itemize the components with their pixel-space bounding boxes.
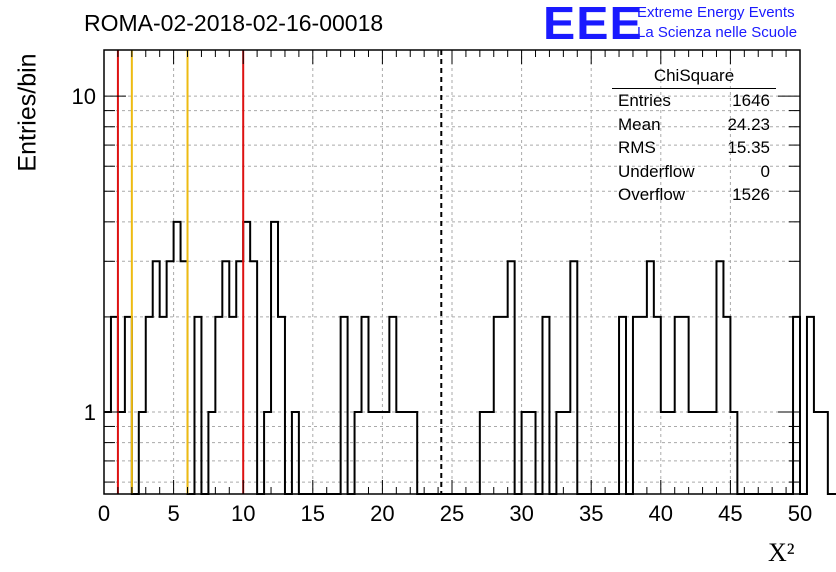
x-tick-label: 45 [718, 501, 742, 526]
y-tick-label: 10 [72, 84, 96, 109]
x-tick-label: 35 [579, 501, 603, 526]
stats-value: 1646 [732, 91, 770, 110]
stats-value: 15.35 [727, 138, 770, 157]
stats-row: Mean 24.23 [612, 113, 776, 137]
x-tick-label: 50 [788, 501, 812, 526]
y-axis-label: Entries/bin [13, 53, 42, 172]
stats-label: Entries [618, 91, 671, 110]
x-tick-label: 30 [509, 501, 533, 526]
stats-title: ChiSquare [612, 64, 776, 89]
histogram-line [104, 220, 836, 495]
x-axis-label: X² [768, 538, 795, 567]
x-tick-label: 25 [440, 501, 464, 526]
stats-label: Overflow [618, 185, 686, 204]
logo-line-1: Extreme Energy Events [637, 4, 795, 21]
x-tick-label: 5 [167, 501, 179, 526]
stats-row: RMS 15.35 [612, 136, 776, 160]
stats-box: ChiSquare Entries 1646 Mean 24.23 RMS 15.35… [612, 64, 776, 207]
x-tick-label: 20 [370, 501, 394, 526]
x-tick-label: 40 [649, 501, 673, 526]
stats-value: 0 [760, 161, 770, 181]
eee-logo: EEE [543, 0, 643, 49]
x-tick-label: 15 [301, 501, 325, 526]
y-tick-label: 1 [84, 400, 96, 425]
stats-label: RMS [618, 138, 656, 157]
chart-title: ROMA-02-2018-02-16-00018 [84, 10, 384, 36]
stats-row: Underflow 0 [612, 160, 776, 184]
stats-label: Mean [618, 114, 661, 134]
stats-row: Entries 1646 [612, 89, 776, 113]
stats-label: Underflow [618, 161, 695, 181]
x-tick-label: 10 [231, 501, 255, 526]
logo-line-2: La Scienza nelle Scuole [637, 24, 798, 41]
stats-row: Overflow 1526 [612, 183, 776, 207]
x-tick-label: 0 [98, 501, 110, 526]
stats-value: 24.23 [727, 114, 770, 134]
stats-value: 1526 [732, 185, 770, 204]
